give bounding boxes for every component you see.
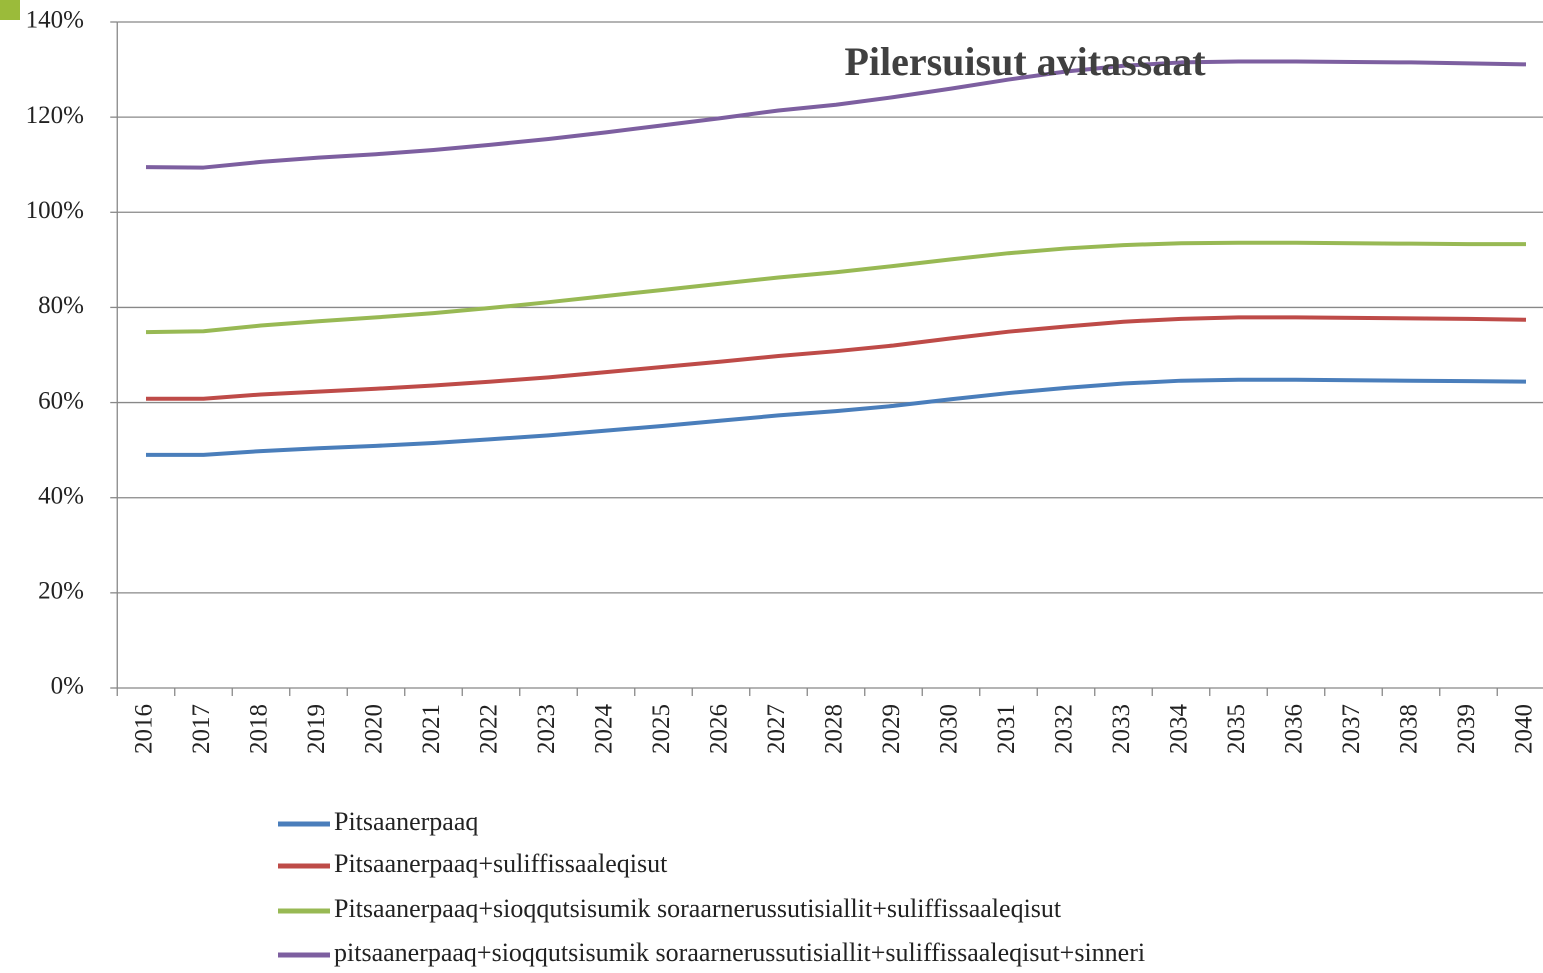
legend-label: Pitsaanerpaaq+suliffissaaleqisut xyxy=(334,849,668,878)
x-tick-label: 2037 xyxy=(1338,704,1365,754)
x-tick-label: 2036 xyxy=(1281,704,1308,754)
y-tick-label: 140% xyxy=(26,7,84,34)
x-tick-label: 2030 xyxy=(936,704,963,754)
x-tick-label: 2023 xyxy=(533,704,560,754)
x-tick-label: 2034 xyxy=(1166,704,1193,755)
x-tick-label: 2019 xyxy=(303,704,330,754)
x-tick-label: 2016 xyxy=(131,704,158,754)
series-line xyxy=(146,315,1527,401)
y-tick-label: 100% xyxy=(26,197,84,224)
x-tick-label: 2033 xyxy=(1108,704,1135,754)
y-tick-label: 0% xyxy=(51,673,84,700)
x-tick-label: 2031 xyxy=(993,704,1020,754)
legend-label: Pitsaanerpaaq xyxy=(334,807,478,836)
x-tick-label: 2035 xyxy=(1223,704,1250,754)
x-tick-label: 2017 xyxy=(188,704,215,754)
corner-decoration xyxy=(0,0,20,20)
y-tick-label: 60% xyxy=(38,387,84,414)
legend-label: Pitsaanerpaaq+sioqqutsisumik soraarnerus… xyxy=(334,894,1062,923)
y-tick-label: 20% xyxy=(38,578,84,605)
x-tick-label: 2032 xyxy=(1051,704,1078,754)
series-line xyxy=(145,240,1526,335)
x-tick-label: 2028 xyxy=(821,704,848,754)
x-tick-label: 2040 xyxy=(1511,704,1538,754)
x-tick-label: 2039 xyxy=(1453,704,1480,754)
y-tick-label: 120% xyxy=(26,102,84,129)
x-tick-label: 2018 xyxy=(246,704,273,754)
y-tick-label: 80% xyxy=(38,292,84,319)
x-tick-label: 2038 xyxy=(1396,704,1423,754)
x-tick-label: 2026 xyxy=(706,704,733,754)
y-tick-label: 40% xyxy=(38,482,84,509)
x-tick-label: 2029 xyxy=(878,704,905,754)
chart-title: Pilersuisut avitassaat xyxy=(844,39,1206,84)
x-tick-label: 2024 xyxy=(591,704,618,755)
legend-label: pitsaanerpaaq+sioqqutsisumik soraarnerus… xyxy=(334,938,1145,967)
x-tick-label: 2025 xyxy=(648,704,675,754)
series-line xyxy=(146,377,1527,457)
x-tick-label: 2027 xyxy=(763,704,790,754)
x-tick-label: 2020 xyxy=(361,704,388,754)
x-tick-label: 2022 xyxy=(476,704,503,754)
series-line xyxy=(145,59,1527,170)
x-tick-label: 2021 xyxy=(418,704,445,754)
